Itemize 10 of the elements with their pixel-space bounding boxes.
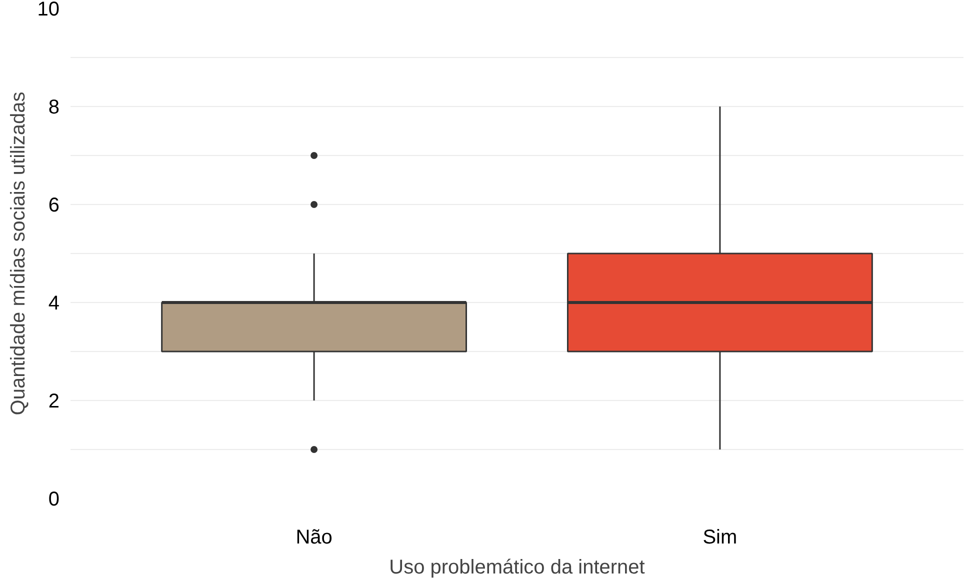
y-tick-label: 6 bbox=[48, 194, 60, 216]
y-tick-label: 0 bbox=[48, 488, 60, 510]
y-tick-label: 2 bbox=[48, 390, 60, 412]
y-tick-label: 10 bbox=[37, 0, 60, 20]
x-axis-title: Uso problemático da internet bbox=[389, 556, 646, 578]
y-axis-title: Quantidade mídias sociais utilizadas bbox=[7, 92, 30, 416]
y-tick-label: 4 bbox=[48, 292, 60, 314]
x-tick-label: Não bbox=[296, 526, 332, 548]
x-tick-label: Sim bbox=[702, 526, 738, 548]
y-tick-label: 8 bbox=[48, 96, 60, 118]
